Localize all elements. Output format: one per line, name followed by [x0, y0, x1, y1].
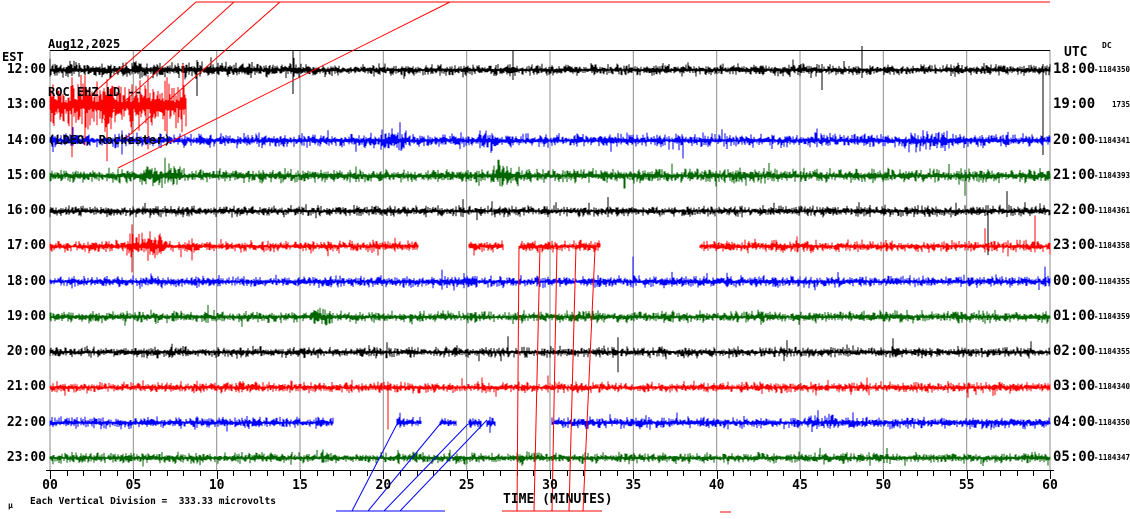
dc-value: -1184355: [1093, 347, 1130, 357]
station-header: Aug12,2025 ROC EHZ LD -- (LDEO, Rocheste…: [48, 4, 171, 180]
x-tick-label: 50: [875, 478, 892, 493]
header-station-id: ROC EHZ LD --: [48, 85, 142, 99]
seismogram-trace-19:00: [49, 304, 1051, 327]
x-axis-ticks: [50, 470, 1051, 479]
dc-value: -1184341: [1093, 135, 1130, 145]
utc-time-label: 01:00: [1053, 307, 1096, 324]
seismogram-trace-22:00: [49, 410, 1051, 433]
x-axis-title: TIME (MINUTES): [503, 492, 613, 507]
utc-time-label: 22:00: [1053, 202, 1096, 219]
x-tick-label: 15: [292, 478, 308, 493]
utc-time-label: 19:00: [1053, 96, 1096, 113]
est-time-label: 12:00: [6, 62, 46, 77]
seismogram-trace-21:00: [49, 375, 1051, 430]
est-time-label: 14:00: [6, 132, 46, 148]
x-tick-label: 10: [208, 478, 225, 493]
dc-value: -1184355: [1093, 276, 1130, 286]
x-tick-label: 20: [375, 478, 392, 493]
dc-value: 1735: [1111, 100, 1130, 110]
dc-value: -1184358: [1093, 241, 1130, 251]
est-time-label: 13:00: [6, 97, 46, 113]
dc-value: -1184350: [1093, 417, 1130, 427]
est-time-label: 18:00: [6, 273, 46, 289]
est-time-label: 20:00: [6, 344, 46, 360]
dc-value: -1184340: [1093, 382, 1130, 392]
est-time-label: 23:00: [6, 449, 46, 465]
utc-time-label: 20:00: [1053, 131, 1096, 148]
utc-time-label: 18:00: [1053, 61, 1096, 77]
x-tick-label: 30: [542, 478, 558, 493]
est-time-label: 16:00: [6, 203, 46, 219]
scale-note: Each Vertical Division = 333.33 microvol…: [30, 496, 276, 507]
seismogram-trace-16:00: [49, 191, 1051, 256]
seismogram-trace-18:00: [49, 256, 1051, 291]
utc-time-label: 03:00: [1053, 378, 1096, 395]
x-tick-label: 00: [42, 478, 58, 493]
est-time-label: 19:00: [6, 308, 46, 324]
seismogram-trace-15:00: [49, 157, 1051, 196]
seismogram-trace-20:00: [49, 336, 1051, 373]
utc-time-label: 00:00: [1053, 272, 1096, 289]
est-time-label: 22:00: [6, 414, 46, 430]
dc-value: -1184350: [1093, 65, 1130, 74]
header-date: Aug12,2025: [48, 37, 121, 51]
utc-time-label: 23:00: [1053, 237, 1096, 254]
offscale-clip-bottom-red: [502, 245, 731, 513]
dc-column-title: DC: [1102, 41, 1112, 50]
utc-time-label: 04:00: [1053, 413, 1096, 430]
x-tick-label: 40: [708, 478, 725, 493]
seismogram-trace-13:00: [49, 64, 187, 162]
micro-symbol: µ: [8, 501, 13, 510]
x-tick-label: 45: [792, 478, 808, 493]
x-tick-label: 35: [625, 478, 642, 493]
right-axis-title: UTC: [1064, 45, 1088, 60]
dc-value: -1184361: [1093, 206, 1130, 216]
dc-value: -1184347: [1093, 452, 1130, 462]
header-location: (LDEO, Rochester): [48, 133, 171, 147]
utc-time-label: 05:00: [1053, 448, 1096, 465]
est-time-label: 17:00: [6, 238, 46, 254]
seismogram-trace-14:00: [49, 122, 1051, 159]
offscale-clip-top-red: [87, 1, 1050, 169]
x-tick-label: 55: [958, 478, 975, 493]
dc-value: -1184393: [1093, 170, 1130, 180]
utc-time-label: 02:00: [1053, 343, 1096, 360]
x-tick-label: 60: [1042, 478, 1058, 493]
x-tick-label: 25: [458, 478, 475, 493]
offscale-clip-bottom-blue: [336, 419, 488, 512]
seismogram-trace-17:00: [49, 215, 1051, 273]
est-time-label: 21:00: [6, 379, 46, 395]
utc-time-label: 21:00: [1053, 166, 1096, 183]
left-axis-title: EST: [2, 50, 24, 64]
x-tick-label: 05: [125, 478, 142, 493]
dc-value: -1184359: [1093, 311, 1130, 321]
est-time-label: 15:00: [6, 167, 46, 183]
seismogram-trace-23:00: [49, 447, 1051, 467]
seismogram-trace-12:00: [49, 46, 1051, 155]
